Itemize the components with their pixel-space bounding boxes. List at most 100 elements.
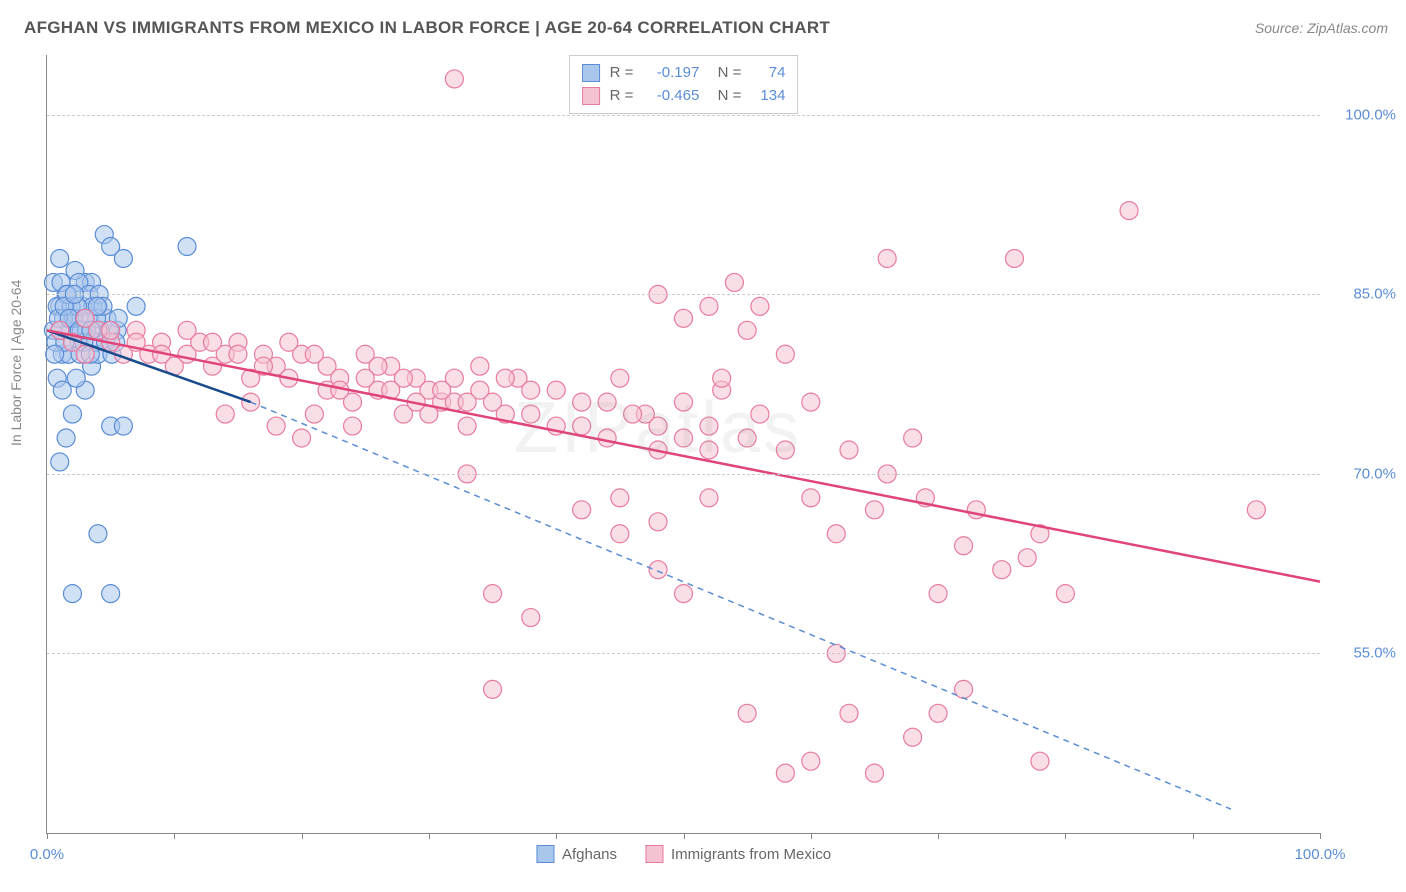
x-tick (302, 833, 303, 839)
legend-series-item: Immigrants from Mexico (645, 845, 831, 863)
scatter-point (305, 345, 323, 363)
scatter-point (496, 369, 514, 387)
scatter-point (573, 393, 591, 411)
x-tick (684, 833, 685, 839)
scatter-point (433, 381, 451, 399)
scatter-point (229, 345, 247, 363)
scatter-point (1247, 501, 1265, 519)
scatter-point (802, 752, 820, 770)
scatter-point (840, 704, 858, 722)
scatter-point (1018, 549, 1036, 567)
scatter-point (865, 501, 883, 519)
scatter-point (649, 561, 667, 579)
scatter-point (280, 333, 298, 351)
legend-swatch (582, 64, 600, 82)
scatter-point (178, 321, 196, 339)
y-tick-label: 100.0% (1345, 106, 1396, 123)
scatter-point (776, 441, 794, 459)
x-tick (556, 833, 557, 839)
scatter-point (102, 585, 120, 603)
legend-r-value: -0.197 (643, 62, 699, 85)
scatter-point (751, 297, 769, 315)
scatter-point (203, 333, 221, 351)
scatter-point (458, 417, 476, 435)
x-tick (174, 833, 175, 839)
scatter-point (573, 417, 591, 435)
scatter-point (955, 680, 973, 698)
trendline-dashed (251, 402, 1231, 809)
scatter-point (700, 441, 718, 459)
x-tick-label: 100.0% (1295, 846, 1346, 863)
scatter-point (89, 525, 107, 543)
scatter-point (114, 417, 132, 435)
scatter-point (1005, 249, 1023, 267)
scatter-point (776, 764, 794, 782)
gridline-horizontal (47, 294, 1320, 295)
legend-correlation-row: R = -0.465 N = 134 (582, 85, 786, 108)
legend-series-label: Afghans (562, 846, 617, 863)
gridline-horizontal (47, 115, 1320, 116)
legend-series-item: Afghans (536, 845, 617, 863)
scatter-point (522, 405, 540, 423)
scatter-point (46, 345, 64, 363)
scatter-point (865, 764, 883, 782)
scatter-point (458, 393, 476, 411)
scatter-point (904, 429, 922, 447)
scatter-point (904, 728, 922, 746)
legend-correlation: R = -0.197 N = 74 R = -0.465 N = 134 (569, 55, 799, 114)
scatter-point (929, 704, 947, 722)
scatter-point (57, 429, 75, 447)
x-tick (938, 833, 939, 839)
scatter-point (293, 429, 311, 447)
legend-swatch (645, 845, 663, 863)
scatter-point (993, 561, 1011, 579)
y-axis-label: In Labor Force | Age 20-64 (8, 280, 24, 446)
scatter-point (611, 525, 629, 543)
scatter-point (598, 393, 616, 411)
scatter-point (611, 489, 629, 507)
scatter-point (1031, 752, 1049, 770)
scatter-point (573, 501, 591, 519)
scatter-point (878, 249, 896, 267)
y-tick-label: 70.0% (1353, 465, 1396, 482)
scatter-point (802, 393, 820, 411)
legend-series: Afghans Immigrants from Mexico (536, 845, 831, 863)
x-tick-label: 0.0% (30, 846, 64, 863)
y-tick-label: 55.0% (1353, 645, 1396, 662)
gridline-horizontal (47, 474, 1320, 475)
legend-n-label: N = (709, 85, 741, 108)
scatter-point (675, 429, 693, 447)
scatter-point (675, 393, 693, 411)
scatter-point (356, 369, 374, 387)
scatter-point (114, 249, 132, 267)
x-tick (1065, 833, 1066, 839)
trendline-solid (47, 330, 1320, 581)
scatter-point (484, 585, 502, 603)
legend-swatch (582, 87, 600, 105)
scatter-point (484, 680, 502, 698)
scatter-point (675, 585, 693, 603)
scatter-point (522, 609, 540, 627)
scatter-point (649, 513, 667, 531)
scatter-point (102, 321, 120, 339)
scatter-point (675, 309, 693, 327)
scatter-point (445, 70, 463, 88)
legend-series-label: Immigrants from Mexico (671, 846, 831, 863)
scatter-point (76, 309, 94, 327)
legend-r-label: R = (610, 62, 634, 85)
scatter-point (344, 417, 362, 435)
scatter-point (738, 321, 756, 339)
scatter-point (216, 405, 234, 423)
scatter-point (751, 405, 769, 423)
scatter-point (738, 704, 756, 722)
scatter-point (700, 489, 718, 507)
x-tick (1320, 833, 1321, 839)
scatter-point (776, 345, 794, 363)
scatter-point (624, 405, 642, 423)
scatter-point (51, 453, 69, 471)
scatter-point (67, 369, 85, 387)
chart-title: AFGHAN VS IMMIGRANTS FROM MEXICO IN LABO… (24, 18, 830, 38)
plot-svg (47, 55, 1320, 833)
legend-r-value: -0.465 (643, 85, 699, 108)
plot-area: ZIPatlas R = -0.197 N = 74 R = -0.465 N … (46, 55, 1320, 834)
